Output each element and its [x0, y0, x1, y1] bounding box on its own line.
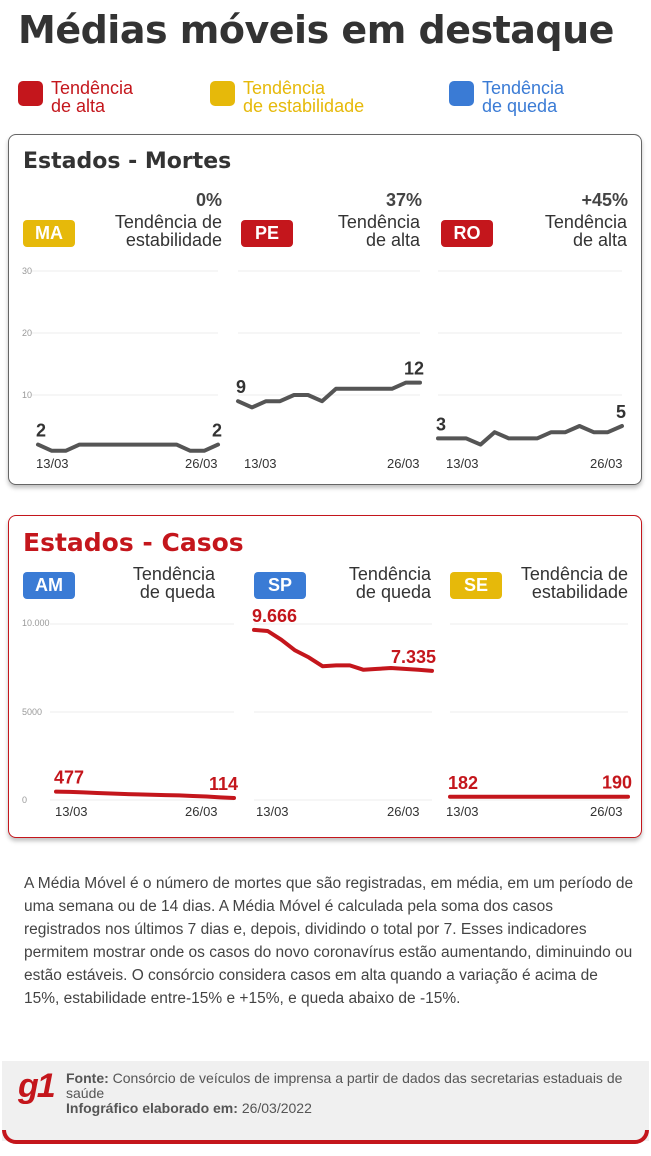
legend-label-estabilidade: Tendência de estabilidade [243, 78, 365, 116]
pct-ro: +45% [581, 190, 628, 210]
mortes-ytick-20: 20 [22, 328, 33, 338]
casos-panel: Estados - Casos [8, 515, 642, 838]
footer-source-label: Fonte: [66, 1070, 109, 1086]
ma-x-start: 13/03 [36, 456, 69, 471]
footer-date-label: Infográfico elaborado em: [66, 1100, 238, 1116]
g1-logo: g1 [18, 1067, 56, 1105]
footer-text: Fonte: Consórcio de veículos de imprensa… [66, 1071, 626, 1116]
am-x-end: 26/03 [185, 804, 218, 819]
casos-data-label-first-sp: 9.666 [252, 606, 297, 626]
legend-item-queda: Tendência de queda [449, 79, 564, 115]
legend-item-estabilidade: Tendência de estabilidade [210, 79, 364, 115]
mortes-panel-title: Estados - Mortes [23, 149, 232, 174]
pe-x-end: 26/03 [387, 456, 420, 471]
am-x-start: 13/03 [55, 804, 88, 819]
se-x-start: 13/03 [446, 804, 479, 819]
footer [2, 1061, 649, 1141]
mortes-panel: Estados - Mortes [8, 134, 642, 485]
mortes-data-label-last-ma: 2 [212, 421, 222, 441]
badge-ma: MA [23, 220, 75, 247]
mortes-data-label-first-ro: 3 [436, 414, 446, 434]
mortes-series-line-pe [236, 380, 422, 410]
footer-date-text: 26/03/2022 [241, 1100, 312, 1116]
mortes-data-label-first-pe: 9 [236, 377, 246, 397]
legend-swatch-alta [18, 81, 43, 106]
sp-x-end: 26/03 [387, 804, 420, 819]
trend-ro: Tendência de alta [544, 212, 627, 250]
se-x-end: 26/03 [590, 804, 623, 819]
trend-sp: Tendência de queda [348, 564, 431, 602]
legend-label-alta: Tendência de alta [51, 78, 134, 116]
casos-ytick-5000: 5000 [22, 707, 43, 717]
casos-data-label-first-am: 477 [54, 768, 84, 788]
casos-series-line-am [54, 789, 236, 800]
casos-data-label-last-se: 190 [602, 773, 632, 793]
casos-data-label-last-sp: 7.335 [391, 647, 436, 667]
mortes-ytick-30: 30 [22, 266, 33, 276]
ro-x-start: 13/03 [446, 456, 479, 471]
description-text: A Média Móvel é o número de mortes que s… [24, 875, 634, 1007]
casos-ytick-0: 0 [22, 795, 28, 805]
pct-pe: 37% [385, 190, 422, 210]
legend-swatch-queda [449, 81, 474, 106]
footer-accent-bar [2, 1130, 649, 1144]
casos-data-label-first-se: 182 [448, 773, 478, 793]
pct-ma: 0% [195, 190, 222, 210]
badge-sp: SP [254, 572, 306, 599]
trend-pe: Tendência de alta [337, 212, 420, 250]
ro-x-end: 26/03 [590, 456, 623, 471]
mortes-series-line-ro [436, 424, 624, 447]
trend-ma: Tendência de estabilidade [114, 212, 222, 250]
badge-se: SE [450, 572, 502, 599]
mortes-data-label-last-ro: 5 [616, 402, 626, 422]
casos-data-label-last-am: 114 [209, 774, 238, 794]
trend-am: Tendência de queda [132, 564, 215, 602]
casos-ytick-10000: 10.000 [22, 618, 50, 628]
casos-series-line-sp [252, 627, 434, 673]
badge-ro: RO [441, 220, 493, 247]
legend-label-queda: Tendência de queda [482, 78, 565, 116]
badge-pe: PE [241, 220, 293, 247]
legend-swatch-estabilidade [210, 81, 235, 106]
mortes-data-label-last-pe: 12 [404, 359, 424, 379]
sp-x-start: 13/03 [256, 804, 289, 819]
mortes-data-label-first-ma: 2 [36, 421, 46, 441]
pe-x-start: 13/03 [244, 456, 277, 471]
casos-panel-title: Estados - Casos [23, 528, 244, 557]
page-title: Médias móveis em destaque [18, 8, 614, 52]
trend-se: Tendência de estabilidade [520, 564, 628, 602]
mortes-ytick-10: 10 [22, 390, 33, 400]
badge-am: AM [23, 572, 75, 599]
ma-x-end: 26/03 [185, 456, 218, 471]
legend-item-alta: Tendência de alta [18, 79, 133, 115]
mortes-series-line-ma [36, 442, 220, 453]
footer-source-text: Consórcio de veículos de imprensa a part… [66, 1070, 623, 1101]
